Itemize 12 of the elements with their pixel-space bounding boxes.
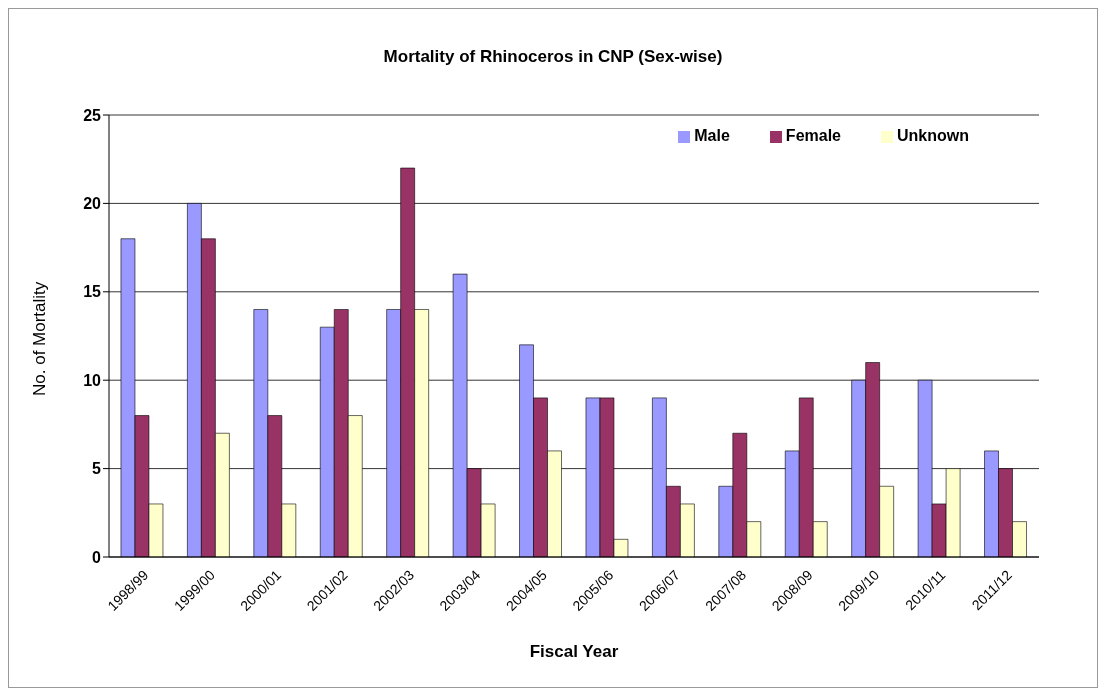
chart-title: Mortality of Rhinoceros in CNP (Sex-wise) xyxy=(382,46,724,68)
legend-label: Unknown xyxy=(897,127,969,144)
y-axis-title: No. of Mortality xyxy=(30,281,50,396)
legend-label: Female xyxy=(785,127,841,144)
y-tick-label: 5 xyxy=(92,460,102,478)
legend-label: Male xyxy=(694,127,730,144)
y-tick-label: 0 xyxy=(92,548,102,566)
y-tick-label: 15 xyxy=(83,283,102,301)
x-axis-title: Fiscal Year xyxy=(529,642,619,661)
y-tick-label: 10 xyxy=(83,371,102,389)
y-tick-label: 25 xyxy=(83,106,102,124)
y-tick-label: 20 xyxy=(83,195,102,213)
